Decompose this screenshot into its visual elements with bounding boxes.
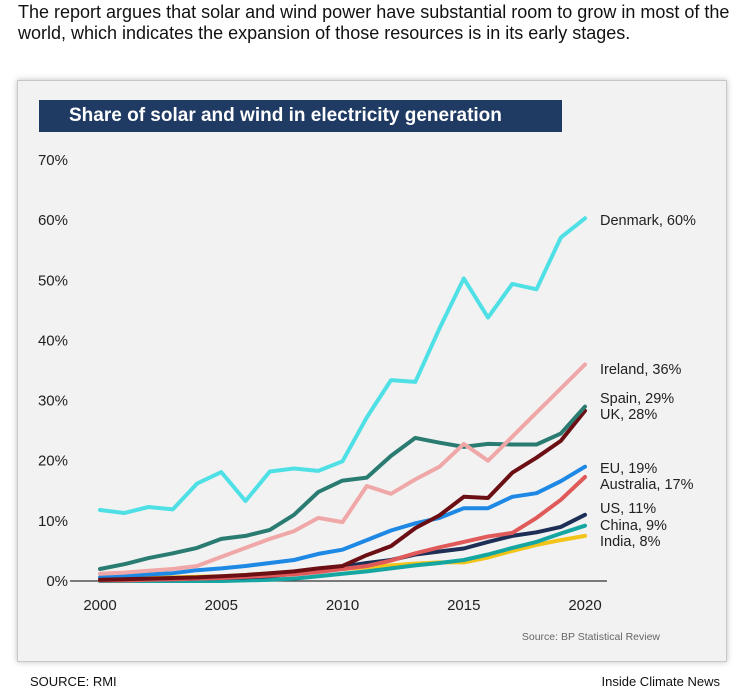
- series-end-label: China, 9%: [600, 518, 667, 534]
- y-tick-label: 60%: [38, 212, 68, 229]
- x-tick-label: 2015: [447, 597, 480, 614]
- y-tick-label: 20%: [38, 453, 68, 470]
- x-tick-label: 2000: [83, 597, 116, 614]
- y-tick-label: 40%: [38, 332, 68, 349]
- series-end-label: Spain, 29%: [600, 391, 674, 407]
- x-tick-label: 2005: [205, 597, 238, 614]
- series-end-label: EU, 19%: [600, 461, 657, 477]
- series-end-label: US, 11%: [600, 501, 656, 517]
- series-end-label: Ireland, 36%: [600, 362, 682, 378]
- publisher-credit: Inside Climate News: [601, 674, 721, 689]
- source-note: SOURCE: RMI: [30, 674, 117, 689]
- series-end-label: UK, 28%: [600, 407, 657, 423]
- y-tick-label: 50%: [38, 272, 68, 289]
- chart-caption: The report argues that solar and wind po…: [18, 2, 730, 43]
- y-tick-label: 10%: [38, 513, 68, 530]
- series-end-label: Australia, 17%: [600, 477, 694, 493]
- series-line-uk: [98, 408, 587, 582]
- series-end-label: Denmark, 60%: [600, 213, 696, 229]
- series-line-spain: [98, 404, 587, 571]
- y-tick-label: 70%: [38, 152, 68, 169]
- y-tick-label: 30%: [38, 393, 68, 410]
- series-line-denmark: [98, 216, 587, 515]
- series-line-ireland: [98, 362, 587, 576]
- y-tick-label: 0%: [46, 573, 68, 590]
- chart-title-bar: Share of solar and wind in electricity g…: [39, 100, 562, 132]
- series-line-eu: [98, 464, 587, 580]
- series-end-label: India, 8%: [600, 534, 661, 550]
- x-tick-label: 2020: [568, 597, 601, 614]
- chart-source-note: Source: BP Statistical Review: [522, 631, 661, 643]
- chart-title: Share of solar and wind in electricity g…: [69, 105, 502, 126]
- x-tick-label: 2010: [326, 597, 359, 614]
